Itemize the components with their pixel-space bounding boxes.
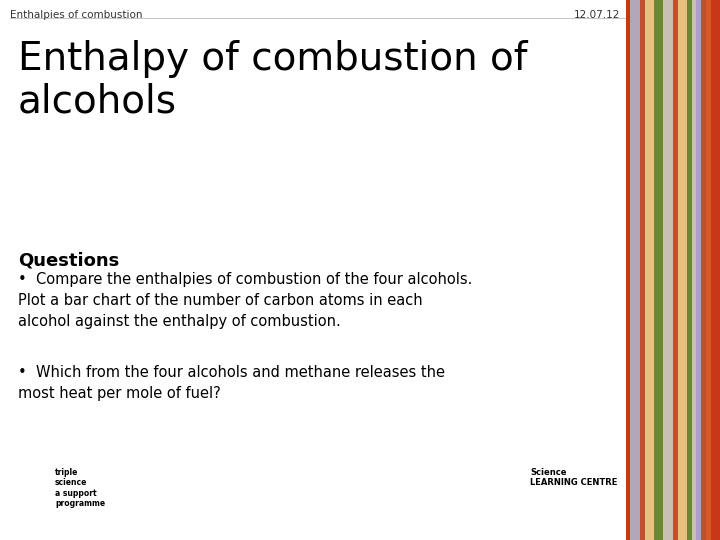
Text: Questions: Questions	[18, 252, 120, 270]
Text: Enthalpy of combustion of
alcohols: Enthalpy of combustion of alcohols	[18, 40, 528, 120]
Bar	[659, 0, 663, 540]
Text: Enthalpies of combustion: Enthalpies of combustion	[10, 10, 143, 20]
Bar	[631, 0, 635, 540]
Bar	[672, 0, 678, 540]
Bar	[696, 0, 701, 540]
Text: Science
LEARNING CENTRE: Science LEARNING CENTRE	[530, 468, 617, 488]
Bar	[715, 0, 720, 540]
Bar	[678, 0, 683, 540]
Bar	[654, 0, 659, 540]
Bar	[644, 0, 649, 540]
Text: triple
science
a support
programme: triple science a support programme	[55, 468, 105, 508]
Bar	[711, 0, 715, 540]
Bar	[692, 0, 696, 540]
Bar	[663, 0, 668, 540]
Text: 12.07.12: 12.07.12	[574, 10, 620, 20]
Bar	[649, 0, 654, 540]
Text: •  Which from the four alcohols and methane releases the
most heat per mole of f: • Which from the four alcohols and metha…	[18, 365, 445, 401]
Bar	[640, 0, 644, 540]
Text: •  Compare the enthalpies of combustion of the four alcohols.
Plot a bar chart o: • Compare the enthalpies of combustion o…	[18, 272, 472, 329]
Bar	[626, 0, 631, 540]
Bar	[706, 0, 711, 540]
Bar	[635, 0, 640, 540]
Bar	[687, 0, 692, 540]
Bar	[668, 0, 673, 540]
Bar	[683, 0, 687, 540]
Bar	[701, 0, 706, 540]
